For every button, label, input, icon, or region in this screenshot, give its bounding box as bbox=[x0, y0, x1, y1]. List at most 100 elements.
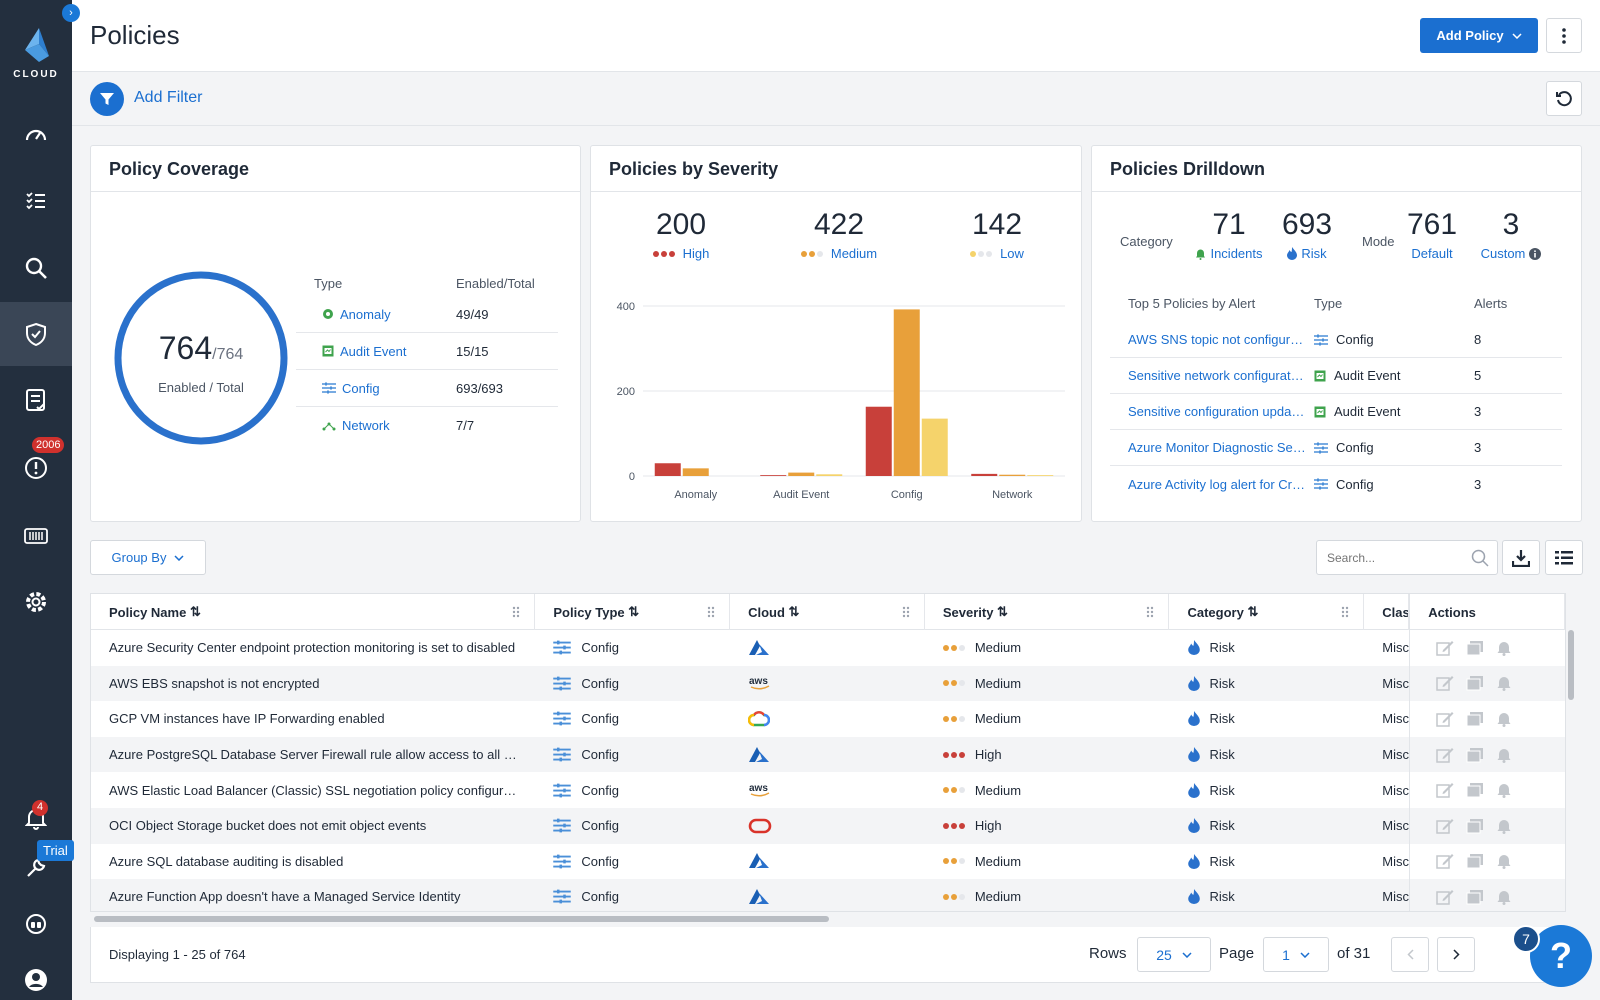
top5-policy-link[interactable]: AWS SNS topic not configured with secure… bbox=[1128, 332, 1314, 347]
table-row[interactable]: AWS Elastic Load Balancer (Classic) SSL … bbox=[91, 772, 1565, 808]
bar-medium-anomaly[interactable] bbox=[682, 468, 709, 476]
cell-policy-name[interactable]: AWS Elastic Load Balancer (Classic) SSL … bbox=[91, 772, 535, 808]
coverage-type-config[interactable]: Config bbox=[296, 381, 456, 396]
top5-policy-link[interactable]: Sensitive network configuration updates … bbox=[1128, 368, 1314, 383]
search-icon[interactable] bbox=[1471, 549, 1489, 567]
sidebar-item-policies[interactable] bbox=[0, 302, 72, 366]
bell-icon[interactable] bbox=[1496, 853, 1512, 870]
policy-name[interactable]: AWS Elastic Load Balancer (Classic) SSL … bbox=[109, 782, 535, 798]
cell-policy-name[interactable]: Azure SQL database auditing is disabled bbox=[91, 844, 535, 880]
sidebar-item-compliance[interactable] bbox=[0, 368, 72, 432]
page-select[interactable]: 1 bbox=[1263, 937, 1329, 972]
cell-policy-name[interactable]: OCI Object Storage bucket does not emit … bbox=[91, 808, 535, 844]
table-row[interactable]: Azure SQL database auditing is disabled C… bbox=[91, 843, 1565, 880]
edit-icon[interactable] bbox=[1436, 675, 1454, 692]
bell-icon[interactable] bbox=[1496, 675, 1512, 692]
cell-policy-name[interactable]: Azure Function App doesn't have a Manage… bbox=[91, 879, 535, 911]
sort-icon[interactable]: ⇅ bbox=[788, 604, 800, 619]
col-class[interactable]: Class bbox=[1364, 594, 1410, 630]
table-row[interactable]: GCP VM instances have IP Forwarding enab… bbox=[91, 701, 1565, 737]
table-row[interactable]: OCI Object Storage bucket does not emit … bbox=[91, 807, 1565, 844]
severity-stat-low[interactable]: 142 Low bbox=[937, 208, 1057, 261]
info-icon[interactable] bbox=[1529, 247, 1542, 260]
coverage-type-audit-event[interactable]: Audit Event bbox=[296, 344, 456, 359]
table-row[interactable]: Azure PostgreSQL Database Server Firewal… bbox=[91, 736, 1565, 773]
copy-icon[interactable] bbox=[1466, 711, 1484, 727]
bar-high-config[interactable] bbox=[865, 406, 892, 476]
edit-icon[interactable] bbox=[1436, 853, 1454, 870]
bar-low-audit-event[interactable] bbox=[816, 474, 843, 476]
sidebar-item-inventory[interactable] bbox=[0, 168, 72, 232]
sidebar-item-dashboard[interactable] bbox=[0, 104, 72, 168]
policy-name[interactable]: Azure SQL database auditing is disabled bbox=[109, 853, 344, 869]
copy-icon[interactable] bbox=[1466, 640, 1484, 656]
cell-policy-name[interactable]: Azure PostgreSQL Database Server Firewal… bbox=[91, 737, 535, 773]
cell-policy-name[interactable]: GCP VM instances have IP Forwarding enab… bbox=[91, 701, 535, 737]
reset-filters-button[interactable] bbox=[1546, 81, 1582, 116]
copy-icon[interactable] bbox=[1466, 782, 1484, 798]
bell-icon[interactable] bbox=[1496, 782, 1512, 799]
col-policy-name[interactable]: Policy Name ⇅ bbox=[91, 594, 536, 630]
table-row[interactable]: Azure Security Center endpoint protectio… bbox=[91, 630, 1565, 666]
copy-icon[interactable] bbox=[1466, 853, 1484, 869]
sort-icon[interactable]: ⇅ bbox=[189, 604, 201, 619]
columns-button[interactable] bbox=[1545, 540, 1583, 575]
top5-policy-link[interactable]: Azure Activity log alert for Create poli… bbox=[1128, 476, 1314, 492]
bar-high-audit-event[interactable] bbox=[760, 475, 787, 476]
policy-name[interactable]: AWS EBS snapshot is not encrypted bbox=[109, 675, 320, 691]
sidebar-item-alerts[interactable] bbox=[0, 436, 72, 500]
col-cloud[interactable]: Cloud ⇅ bbox=[730, 594, 925, 630]
drag-handle-icon[interactable] bbox=[1146, 606, 1154, 621]
bar-high-network[interactable] bbox=[971, 473, 998, 476]
edit-icon[interactable] bbox=[1436, 782, 1454, 798]
group-by-button[interactable]: Group By bbox=[90, 540, 206, 575]
horizontal-scroll-thumb[interactable] bbox=[94, 916, 829, 922]
edit-icon[interactable] bbox=[1436, 818, 1454, 834]
col-severity[interactable]: Severity ⇅ bbox=[925, 594, 1170, 630]
logo[interactable]: CLOUD bbox=[0, 28, 72, 80]
bar-medium-audit-event[interactable] bbox=[788, 472, 815, 476]
coverage-type-anomaly[interactable]: Anomaly bbox=[296, 307, 456, 322]
sidebar-item-tools[interactable] bbox=[0, 836, 72, 900]
coverage-type-network[interactable]: Network bbox=[296, 418, 456, 433]
drag-handle-icon[interactable] bbox=[902, 606, 910, 621]
bell-icon[interactable] bbox=[1496, 711, 1512, 727]
copy-icon[interactable] bbox=[1466, 675, 1484, 691]
drag-handle-icon[interactable] bbox=[1341, 606, 1349, 621]
bar-medium-network[interactable] bbox=[999, 474, 1026, 476]
policy-name[interactable]: Azure Security Center endpoint protectio… bbox=[109, 640, 516, 656]
horizontal-scrollbar[interactable] bbox=[90, 912, 1566, 926]
drag-handle-icon[interactable] bbox=[707, 606, 715, 621]
col-policy-type[interactable]: Policy Type ⇅ bbox=[535, 594, 731, 630]
drilldown-default[interactable]: 761 Default bbox=[1392, 208, 1472, 261]
drag-handle-icon[interactable] bbox=[512, 606, 520, 621]
top5-policy-link[interactable]: Sensitive configuration updates in AWS bbox=[1128, 404, 1314, 419]
edit-icon[interactable] bbox=[1436, 889, 1454, 905]
sort-icon[interactable]: ⇅ bbox=[997, 604, 1008, 619]
bar-low-config[interactable] bbox=[921, 418, 948, 476]
edit-icon[interactable] bbox=[1436, 640, 1454, 656]
drilldown-incidents[interactable]: 71 Incidents bbox=[1184, 208, 1274, 261]
copy-icon[interactable] bbox=[1466, 818, 1484, 834]
sidebar-item-settings[interactable] bbox=[0, 570, 72, 634]
policy-name[interactable]: Azure PostgreSQL Database Server Firewal… bbox=[109, 747, 535, 763]
more-options-button[interactable] bbox=[1546, 18, 1582, 53]
vertical-scroll-thumb[interactable] bbox=[1568, 630, 1574, 700]
sort-icon[interactable]: ⇅ bbox=[1247, 604, 1259, 619]
policy-name[interactable]: Azure Function App doesn't have a Manage… bbox=[109, 889, 461, 905]
top5-policy-link[interactable]: Azure Monitor Diagnostic Setting does no… bbox=[1128, 440, 1314, 455]
cell-policy-name[interactable]: Azure Security Center endpoint protectio… bbox=[91, 630, 535, 666]
prev-page-button[interactable] bbox=[1391, 937, 1429, 972]
drilldown-custom[interactable]: 3 Custom bbox=[1474, 208, 1548, 261]
rows-per-page-select[interactable]: 25 bbox=[1137, 937, 1211, 972]
sidebar-item-support[interactable] bbox=[0, 892, 72, 956]
col-category[interactable]: Category ⇅ bbox=[1169, 594, 1365, 630]
copy-icon[interactable] bbox=[1466, 747, 1484, 763]
download-button[interactable] bbox=[1502, 540, 1540, 575]
add-policy-button[interactable]: Add Policy bbox=[1420, 18, 1538, 53]
bell-icon[interactable] bbox=[1496, 747, 1512, 763]
severity-stat-medium[interactable]: 422 Medium bbox=[779, 208, 899, 261]
bell-icon[interactable] bbox=[1496, 889, 1512, 905]
copy-icon[interactable] bbox=[1466, 889, 1484, 905]
policy-name[interactable]: OCI Object Storage bucket does not emit … bbox=[109, 818, 427, 834]
